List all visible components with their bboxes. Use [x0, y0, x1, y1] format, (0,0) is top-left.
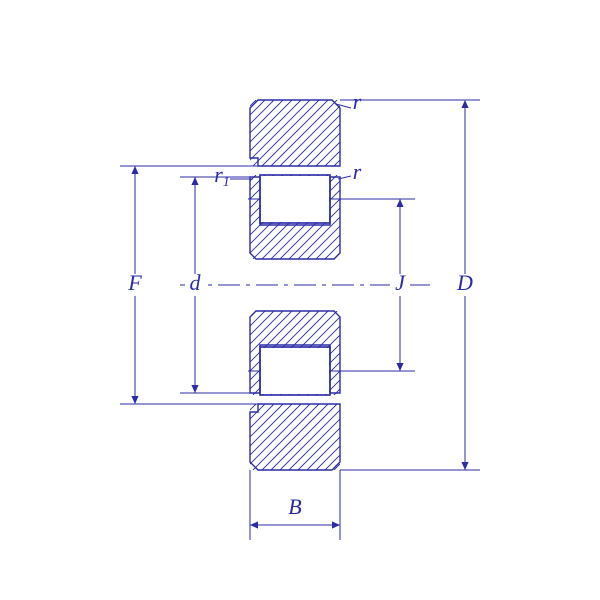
label-B: B: [288, 494, 301, 519]
label-F: F: [127, 270, 142, 295]
bearing-cross-section-diagram: FdJDBrrr1: [0, 0, 600, 600]
label-r-outer: r: [353, 89, 362, 114]
label-J: J: [395, 270, 406, 295]
label-D: D: [456, 270, 473, 295]
label-d: d: [190, 270, 202, 295]
label-r-inner: r: [353, 159, 362, 184]
